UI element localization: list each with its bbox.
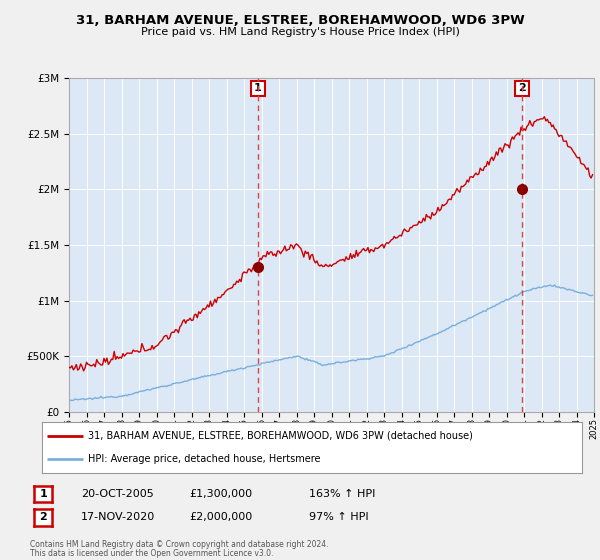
- Text: 20-OCT-2005: 20-OCT-2005: [81, 489, 154, 499]
- Text: Contains HM Land Registry data © Crown copyright and database right 2024.: Contains HM Land Registry data © Crown c…: [30, 540, 329, 549]
- Text: 17-NOV-2020: 17-NOV-2020: [81, 512, 155, 522]
- Text: 1: 1: [254, 83, 262, 94]
- Text: HPI: Average price, detached house, Hertsmere: HPI: Average price, detached house, Hert…: [88, 454, 320, 464]
- Text: 97% ↑ HPI: 97% ↑ HPI: [309, 512, 368, 522]
- Text: 2: 2: [518, 83, 526, 94]
- Text: 163% ↑ HPI: 163% ↑ HPI: [309, 489, 376, 499]
- Text: £1,300,000: £1,300,000: [189, 489, 252, 499]
- Text: 2: 2: [40, 512, 47, 522]
- Text: 31, BARHAM AVENUE, ELSTREE, BOREHAMWOOD, WD6 3PW: 31, BARHAM AVENUE, ELSTREE, BOREHAMWOOD,…: [76, 14, 524, 27]
- Text: This data is licensed under the Open Government Licence v3.0.: This data is licensed under the Open Gov…: [30, 549, 274, 558]
- Text: £2,000,000: £2,000,000: [189, 512, 252, 522]
- Text: 31, BARHAM AVENUE, ELSTREE, BOREHAMWOOD, WD6 3PW (detached house): 31, BARHAM AVENUE, ELSTREE, BOREHAMWOOD,…: [88, 431, 473, 441]
- Text: Price paid vs. HM Land Registry's House Price Index (HPI): Price paid vs. HM Land Registry's House …: [140, 27, 460, 37]
- Text: 1: 1: [40, 489, 47, 499]
